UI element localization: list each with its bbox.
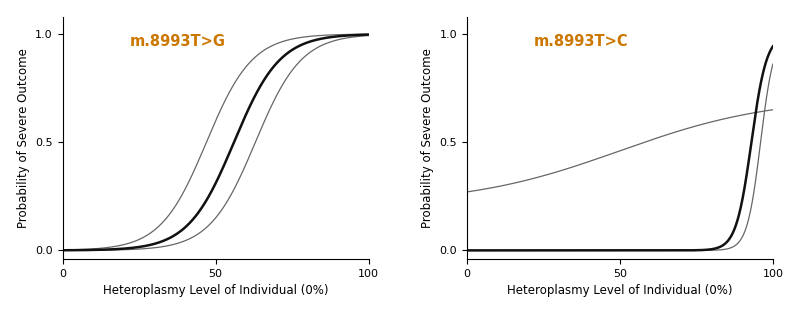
X-axis label: Heteroplasmy Level of Individual (0%): Heteroplasmy Level of Individual (0%) — [103, 284, 328, 297]
Text: m.8993T>G: m.8993T>G — [130, 34, 226, 49]
Y-axis label: Probability of Severe Outcome: Probability of Severe Outcome — [421, 48, 434, 228]
X-axis label: Heteroplasmy Level of Individual (0%): Heteroplasmy Level of Individual (0%) — [507, 284, 733, 297]
Text: m.8993T>C: m.8993T>C — [534, 34, 629, 49]
Y-axis label: Probability of Severe Outcome: Probability of Severe Outcome — [17, 48, 30, 228]
